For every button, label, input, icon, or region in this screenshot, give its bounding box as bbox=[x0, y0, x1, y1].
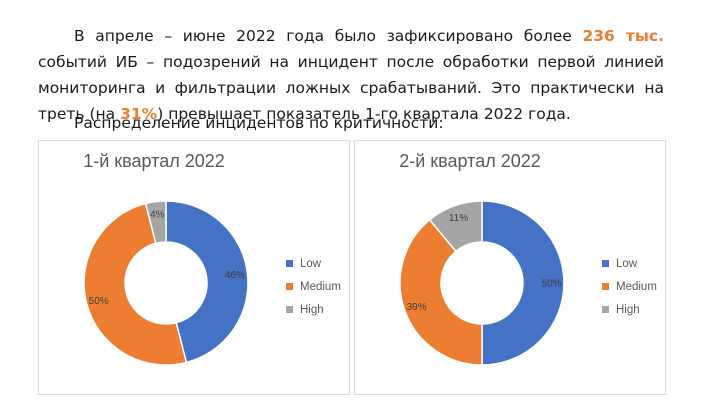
slice-label-medium: 39% bbox=[407, 302, 427, 313]
intro-paragraph: В апреле – июне 2022 года было зафиксиро… bbox=[38, 23, 664, 127]
legend-label-low: Low bbox=[300, 257, 322, 270]
legend-label-medium: Medium bbox=[300, 280, 341, 293]
slice-label-low: 46% bbox=[225, 270, 245, 281]
legend-item-high: High bbox=[286, 298, 341, 321]
chart-title-q1: 1-й квартал 2022 bbox=[83, 151, 225, 171]
donut-slice-medium bbox=[83, 202, 188, 366]
legend-swatch-high bbox=[602, 306, 609, 313]
legend-q2: Low Medium High bbox=[602, 252, 657, 321]
legend-swatch-low bbox=[286, 260, 293, 267]
legend-swatch-medium bbox=[286, 283, 293, 290]
legend-item-low: Low bbox=[602, 252, 657, 275]
legend-item-high: High bbox=[602, 298, 657, 321]
chart-panel-q1: 1-й квартал 2022 46% 50% 4% Low Medium Hig… bbox=[38, 140, 350, 395]
donut-chart-q1: 46% 50% 4% bbox=[83, 200, 249, 366]
donut-slice-medium bbox=[399, 218, 483, 366]
chart-panel-q2: 2-й квартал 2022 50% 39% 11% Low Medium Hi… bbox=[354, 140, 666, 395]
donut-chart-q2: 50% 39% 11% bbox=[399, 200, 565, 366]
legend-item-low: Low bbox=[286, 252, 341, 275]
slice-label-medium: 50% bbox=[89, 296, 109, 307]
legend-label-high: High bbox=[300, 303, 324, 316]
donut-slice-high bbox=[428, 200, 483, 253]
slice-label-high: 11% bbox=[449, 213, 468, 224]
charts-caption: Распределение инцидентов по критичности: bbox=[74, 114, 444, 132]
intro-text-3: ) превышает показатель 1-го квартала 202… bbox=[157, 104, 571, 123]
legend-item-medium: Medium bbox=[602, 275, 657, 298]
events-count-highlight: 236 тыс. bbox=[582, 26, 665, 45]
slice-label-high: 4% bbox=[150, 210, 165, 221]
legend-swatch-high bbox=[286, 306, 293, 313]
donut-slice-high bbox=[144, 200, 167, 245]
donut-slice-low bbox=[481, 200, 565, 366]
legend-label-medium: Medium bbox=[616, 280, 657, 293]
chart-title-q2: 2-й квартал 2022 bbox=[399, 151, 541, 171]
legend-item-medium: Medium bbox=[286, 275, 341, 298]
legend-label-low: Low bbox=[616, 257, 638, 270]
intro-text-1: В апреле – июне 2022 года было зафиксиро… bbox=[74, 26, 583, 45]
legend-q1: Low Medium High bbox=[286, 252, 341, 321]
legend-label-high: High bbox=[616, 303, 640, 316]
legend-swatch-medium bbox=[602, 283, 609, 290]
growth-percent-highlight: 31% bbox=[120, 104, 158, 123]
donut-slice-low bbox=[165, 200, 249, 364]
legend-swatch-low bbox=[602, 260, 609, 267]
slice-label-low: 50% bbox=[541, 279, 561, 290]
intro-text-2: событий ИБ – подозрений на инцидент посл… bbox=[38, 52, 664, 123]
